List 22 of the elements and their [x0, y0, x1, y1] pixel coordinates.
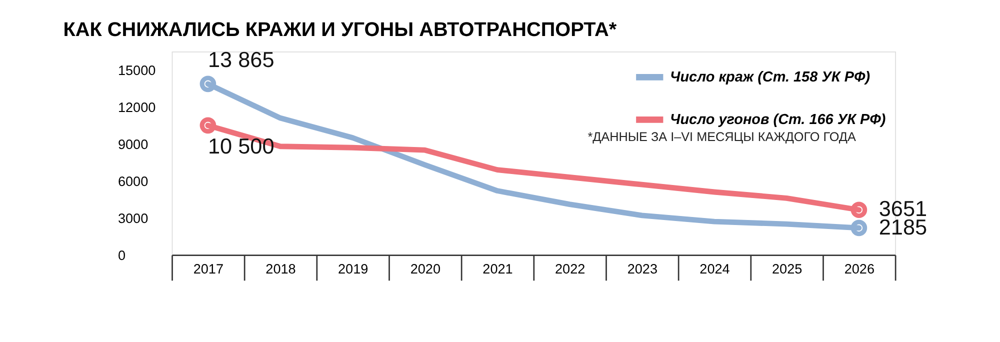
x-tick-label: 2024	[700, 261, 730, 276]
y-tick-label: 0	[118, 248, 126, 263]
legend-label: Число угонов (Ст. 166 УК РФ)	[670, 112, 886, 128]
x-tick-label: 2022	[555, 261, 586, 276]
y-tick-label: 15000	[118, 62, 156, 78]
legend-label: Число краж (Ст. 158 УК РФ)	[670, 70, 870, 86]
y-tick-label: 6000	[118, 174, 148, 189]
x-tick-label: 2026	[844, 261, 874, 276]
annotation: *ДАННЫЕ ЗА I–VI МЕСЯЦЫ КАЖДОГО ГОДА	[588, 130, 856, 144]
y-tick-label: 12000	[118, 100, 156, 115]
chart-title: КАК СНИЖАЛИСЬ КРАЖИ И УГОНЫ АВТОТРАНСПОРТА*	[63, 19, 617, 42]
x-tick-label: 2020	[410, 261, 440, 276]
x-tick-label: 2023	[627, 261, 658, 276]
data-label: 13 865	[208, 46, 274, 72]
x-tick-label: 2019	[338, 261, 368, 276]
data-label: 10 500	[208, 133, 274, 158]
x-tick-label: 2018	[266, 261, 296, 276]
y-tick-label: 9000	[118, 136, 148, 152]
x-tick-label: 2025	[772, 261, 802, 276]
y-tick-label: 3000	[118, 210, 148, 226]
x-tick-label: 2021	[482, 261, 513, 276]
x-tick-label: 2017	[193, 261, 224, 276]
